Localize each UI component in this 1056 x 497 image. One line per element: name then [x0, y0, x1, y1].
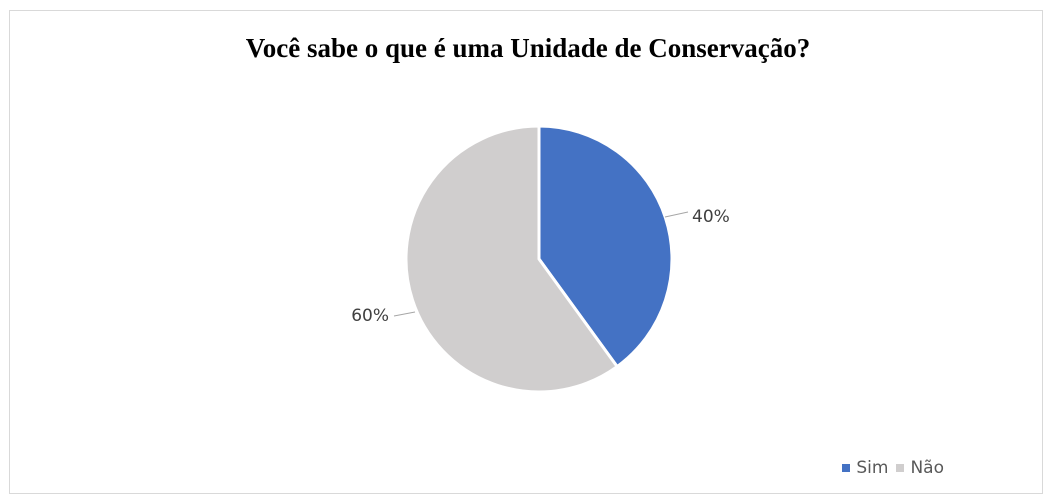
leader-line-nao	[393, 311, 416, 317]
legend-item-sim: Sim	[842, 458, 888, 478]
legend-item-nao: Não	[896, 458, 944, 478]
data-label-sim: 40%	[692, 207, 730, 227]
legend-swatch-sim	[842, 464, 851, 472]
legend: Sim Não	[834, 458, 944, 478]
legend-label-sim: Sim	[856, 458, 889, 478]
leader-line-sim	[664, 211, 689, 218]
chart-title: Você sabe o que é uma Unidade de Conserv…	[245, 33, 811, 63]
legend-swatch-nao	[896, 464, 905, 472]
pie-slice-sim	[537, 124, 674, 369]
data-label-nao: 60%	[351, 306, 389, 326]
pie-slice-nao	[404, 124, 619, 394]
legend-label-nao: Não	[910, 458, 944, 478]
